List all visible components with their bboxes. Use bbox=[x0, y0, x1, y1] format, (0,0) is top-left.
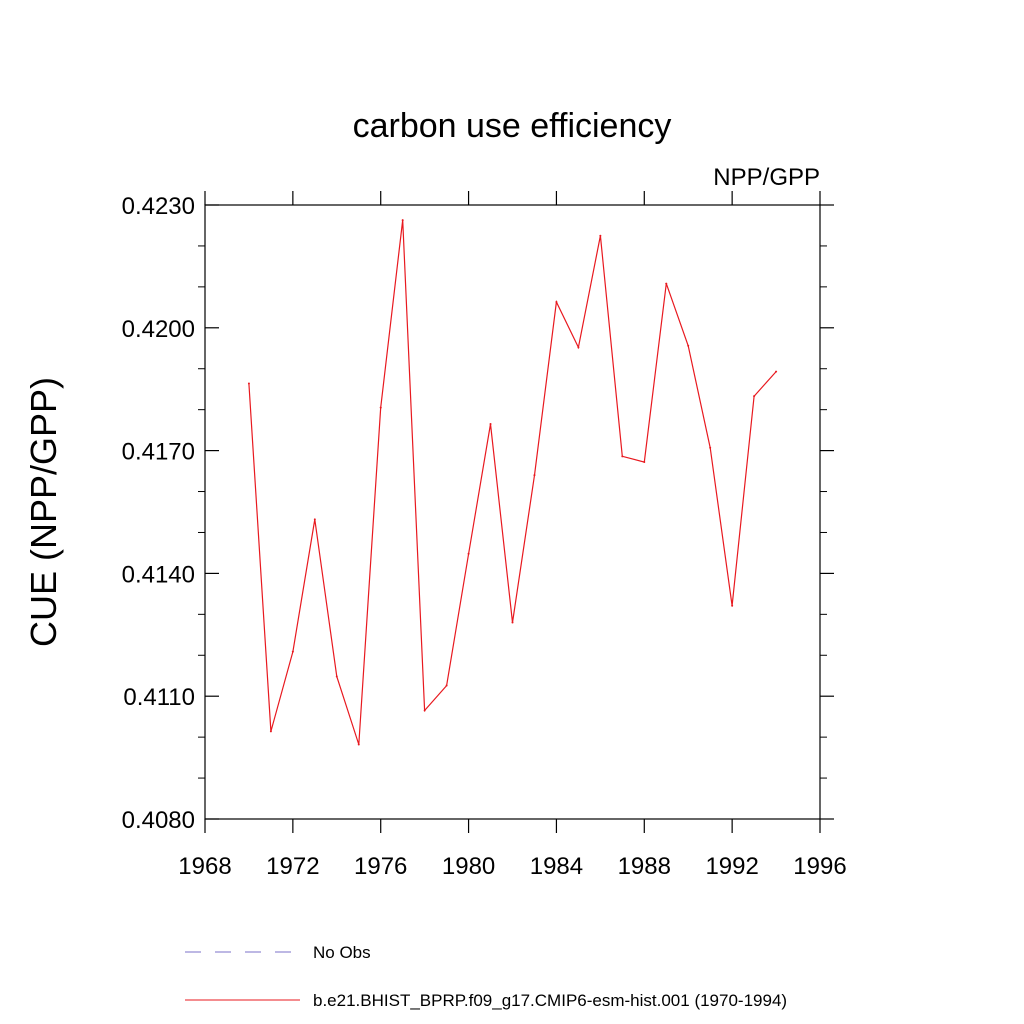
data-point bbox=[423, 709, 426, 712]
chart-title: carbon use efficiency bbox=[353, 107, 672, 145]
data-point bbox=[665, 282, 668, 285]
data-point bbox=[753, 395, 756, 398]
data-point bbox=[269, 730, 272, 733]
data-point bbox=[687, 344, 690, 347]
data-point bbox=[291, 650, 294, 653]
data-point bbox=[511, 621, 514, 624]
y-tick-label: 0.4230 bbox=[122, 193, 195, 220]
data-point bbox=[555, 301, 558, 304]
data-point bbox=[643, 461, 646, 464]
data-point bbox=[247, 382, 250, 385]
data-point bbox=[335, 675, 338, 678]
x-tick-label: 1988 bbox=[618, 853, 671, 880]
x-tick-label: 1996 bbox=[793, 853, 846, 880]
x-axis: 1968 1972 1976 1980 1984 1988 1992 1996 bbox=[178, 191, 847, 880]
plot-frame bbox=[204, 204, 821, 820]
data-point bbox=[357, 743, 360, 746]
data-point bbox=[599, 234, 602, 237]
data-point bbox=[731, 604, 734, 607]
data-point bbox=[533, 474, 536, 477]
legend-series-label: b.e21.BHIST_BPRP.f09_g17.CMIP6-esm-hist.… bbox=[313, 991, 787, 1010]
data-point bbox=[577, 346, 580, 349]
series-layer bbox=[247, 219, 778, 746]
x-tick-label: 1976 bbox=[354, 853, 407, 880]
y-tick-label: 0.4110 bbox=[123, 684, 195, 711]
y-tick-label: 0.4140 bbox=[122, 561, 195, 588]
data-point bbox=[775, 370, 778, 373]
y-tick-label: 0.4170 bbox=[122, 439, 195, 466]
x-tick-label: 1992 bbox=[705, 853, 758, 880]
series-line bbox=[248, 220, 777, 745]
data-point bbox=[489, 422, 492, 425]
data-point bbox=[379, 406, 382, 409]
x-tick-label: 1980 bbox=[442, 853, 495, 880]
x-tick-label: 1968 bbox=[178, 853, 231, 880]
chart-subtitle: NPP/GPP bbox=[713, 164, 820, 191]
legend-obs-label: No Obs bbox=[313, 943, 371, 962]
data-point bbox=[445, 684, 448, 687]
data-point bbox=[467, 552, 470, 555]
legend: No Obs b.e21.BHIST_BPRP.f09_g17.CMIP6-es… bbox=[185, 943, 787, 1010]
y-tick-label: 0.4080 bbox=[122, 807, 195, 834]
y-tick-label: 0.4200 bbox=[122, 316, 195, 343]
data-point bbox=[401, 219, 404, 222]
y-axis-label: CUE (NPP/GPP) bbox=[23, 377, 64, 647]
data-point bbox=[709, 446, 712, 449]
data-point bbox=[313, 518, 316, 521]
x-tick-label: 1984 bbox=[530, 853, 583, 880]
x-tick-label: 1972 bbox=[266, 853, 319, 880]
data-point bbox=[621, 455, 624, 458]
y-axis: 0.4080 0.4110 0.4140 0.4170 0.4200 0.4230 bbox=[122, 193, 834, 834]
